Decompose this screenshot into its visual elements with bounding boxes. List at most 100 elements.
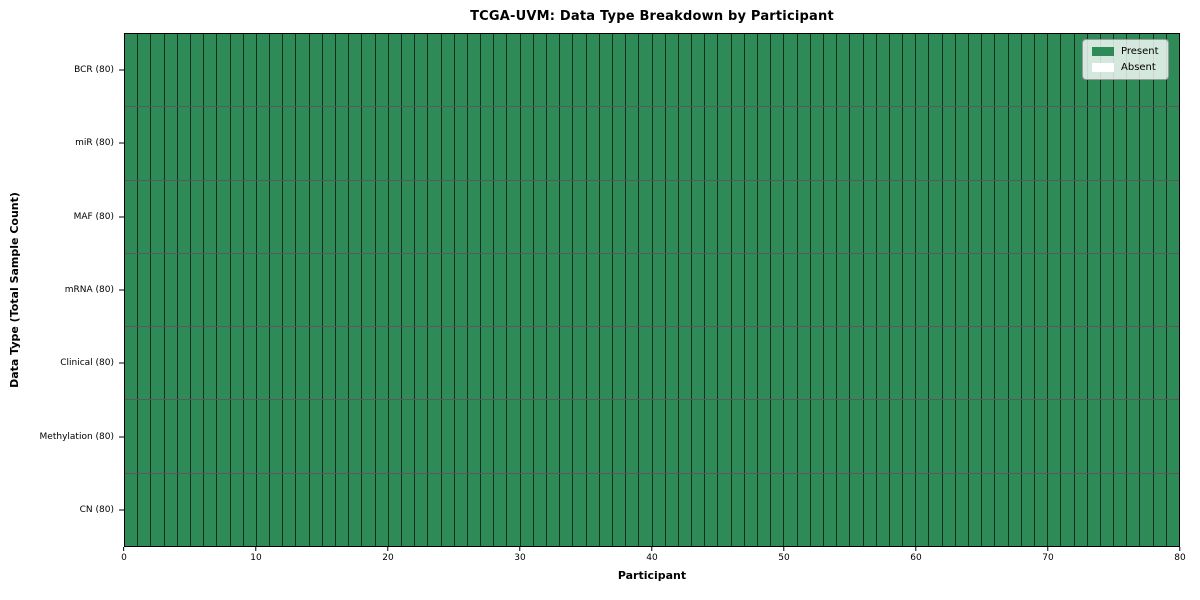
heatmap-cell (1166, 327, 1179, 400)
heatmap-cell (138, 253, 152, 327)
heatmap-cell (916, 34, 930, 107)
heatmap-cell (863, 327, 877, 400)
heatmap-cell (296, 400, 310, 473)
heatmap-cell (889, 253, 904, 327)
heatmap-cell (850, 180, 864, 253)
heatmap-cell (797, 473, 811, 546)
heatmap-cell (639, 400, 653, 473)
heatmap-cell (164, 180, 178, 253)
heatmap-cell (850, 473, 864, 546)
heatmap-cell (665, 327, 679, 400)
heatmap-cell (823, 253, 838, 327)
heatmap-cell (560, 253, 574, 327)
plot-area (124, 33, 1180, 547)
heatmap-cell (1021, 107, 1035, 180)
heatmap-cell (256, 34, 271, 107)
heatmap-cell (665, 107, 679, 180)
heatmap-cell (270, 34, 284, 107)
x-tick: 40 (646, 547, 658, 563)
legend: Present Absent (1082, 39, 1169, 80)
heatmap-cell (1048, 34, 1062, 107)
heatmap-cell (481, 180, 495, 253)
heatmap-cell (1074, 253, 1088, 327)
heatmap-cell (362, 473, 376, 546)
heatmap-cell (217, 253, 231, 327)
heatmap-cell (322, 107, 336, 180)
y-tick-mark (119, 289, 124, 291)
heatmap-cell (388, 473, 402, 546)
heatmap-cell (177, 400, 191, 473)
heatmap-cell (547, 180, 561, 253)
heatmap-cell (494, 473, 508, 546)
heatmap-cell (639, 473, 653, 546)
heatmap-cell (1153, 473, 1167, 546)
heatmap-cell (626, 180, 640, 253)
heatmap-cell (270, 400, 284, 473)
heatmap-cell (1008, 180, 1022, 253)
heatmap-cell (375, 180, 389, 253)
heatmap-cell (388, 107, 402, 180)
heatmap-cell (467, 253, 482, 327)
heatmap-cell (573, 107, 587, 180)
heatmap-cell (388, 327, 402, 400)
heatmap-cell (560, 34, 574, 107)
heatmap-cell (692, 107, 706, 180)
heatmap-cell (1100, 473, 1115, 546)
heatmap-cell (125, 180, 139, 253)
x-tick-mark (651, 547, 653, 551)
heatmap-cell (1061, 400, 1075, 473)
heatmap-cell (771, 107, 785, 180)
x-tick-mark (255, 547, 257, 551)
heatmap-cell (1140, 400, 1154, 473)
heatmap-cell (969, 400, 983, 473)
heatmap-cell (415, 34, 429, 107)
heatmap-cell (1153, 180, 1167, 253)
heatmap-cell (309, 473, 323, 546)
heatmap-cell (876, 107, 890, 180)
heatmap-cell (441, 327, 455, 400)
heatmap-cell (823, 327, 838, 400)
legend-entry-present: Present (1092, 46, 1159, 57)
heatmap-cell (1074, 107, 1088, 180)
heatmap-cell (190, 34, 205, 107)
heatmap-cell (441, 34, 455, 107)
heatmap-cell (243, 253, 257, 327)
heatmap-cell (164, 473, 178, 546)
heatmap-cell (942, 180, 956, 253)
heatmap-cell (336, 473, 350, 546)
x-tick-label: 10 (250, 553, 262, 563)
heatmap-cell (718, 34, 732, 107)
y-tick-label: miR (80) (75, 138, 114, 149)
heatmap-cell (810, 400, 824, 473)
heatmap-cell (665, 180, 679, 253)
x-tick-label: 70 (1042, 553, 1054, 563)
heatmap-cell (481, 400, 495, 473)
heatmap-cell (283, 180, 297, 253)
heatmap-cell (547, 34, 561, 107)
heatmap-cell (903, 327, 917, 400)
heatmap-cell (758, 253, 772, 327)
heatmap-cell (784, 473, 798, 546)
heatmap-cell (1100, 180, 1115, 253)
heatmap-cell (547, 327, 561, 400)
heatmap-cell (771, 34, 785, 107)
heatmap-cell (639, 180, 653, 253)
heatmap-cell (863, 400, 877, 473)
heatmap-cell (876, 327, 890, 400)
heatmap-cell (903, 180, 917, 253)
heatmap-cell (586, 253, 600, 327)
heatmap-cell (1087, 473, 1101, 546)
heatmap-cell (164, 400, 178, 473)
heatmap-cell (626, 400, 640, 473)
heatmap-cell (1061, 34, 1075, 107)
heatmap-cell (784, 400, 798, 473)
heatmap-cell (204, 327, 218, 400)
heatmap-cell (916, 400, 930, 473)
heatmap-cell (177, 473, 191, 546)
heatmap-cell (1114, 400, 1128, 473)
heatmap-cell (903, 34, 917, 107)
heatmap-cell (204, 400, 218, 473)
heatmap-cell (863, 180, 877, 253)
heatmap-cell (1087, 400, 1101, 473)
heatmap-cell (362, 34, 376, 107)
